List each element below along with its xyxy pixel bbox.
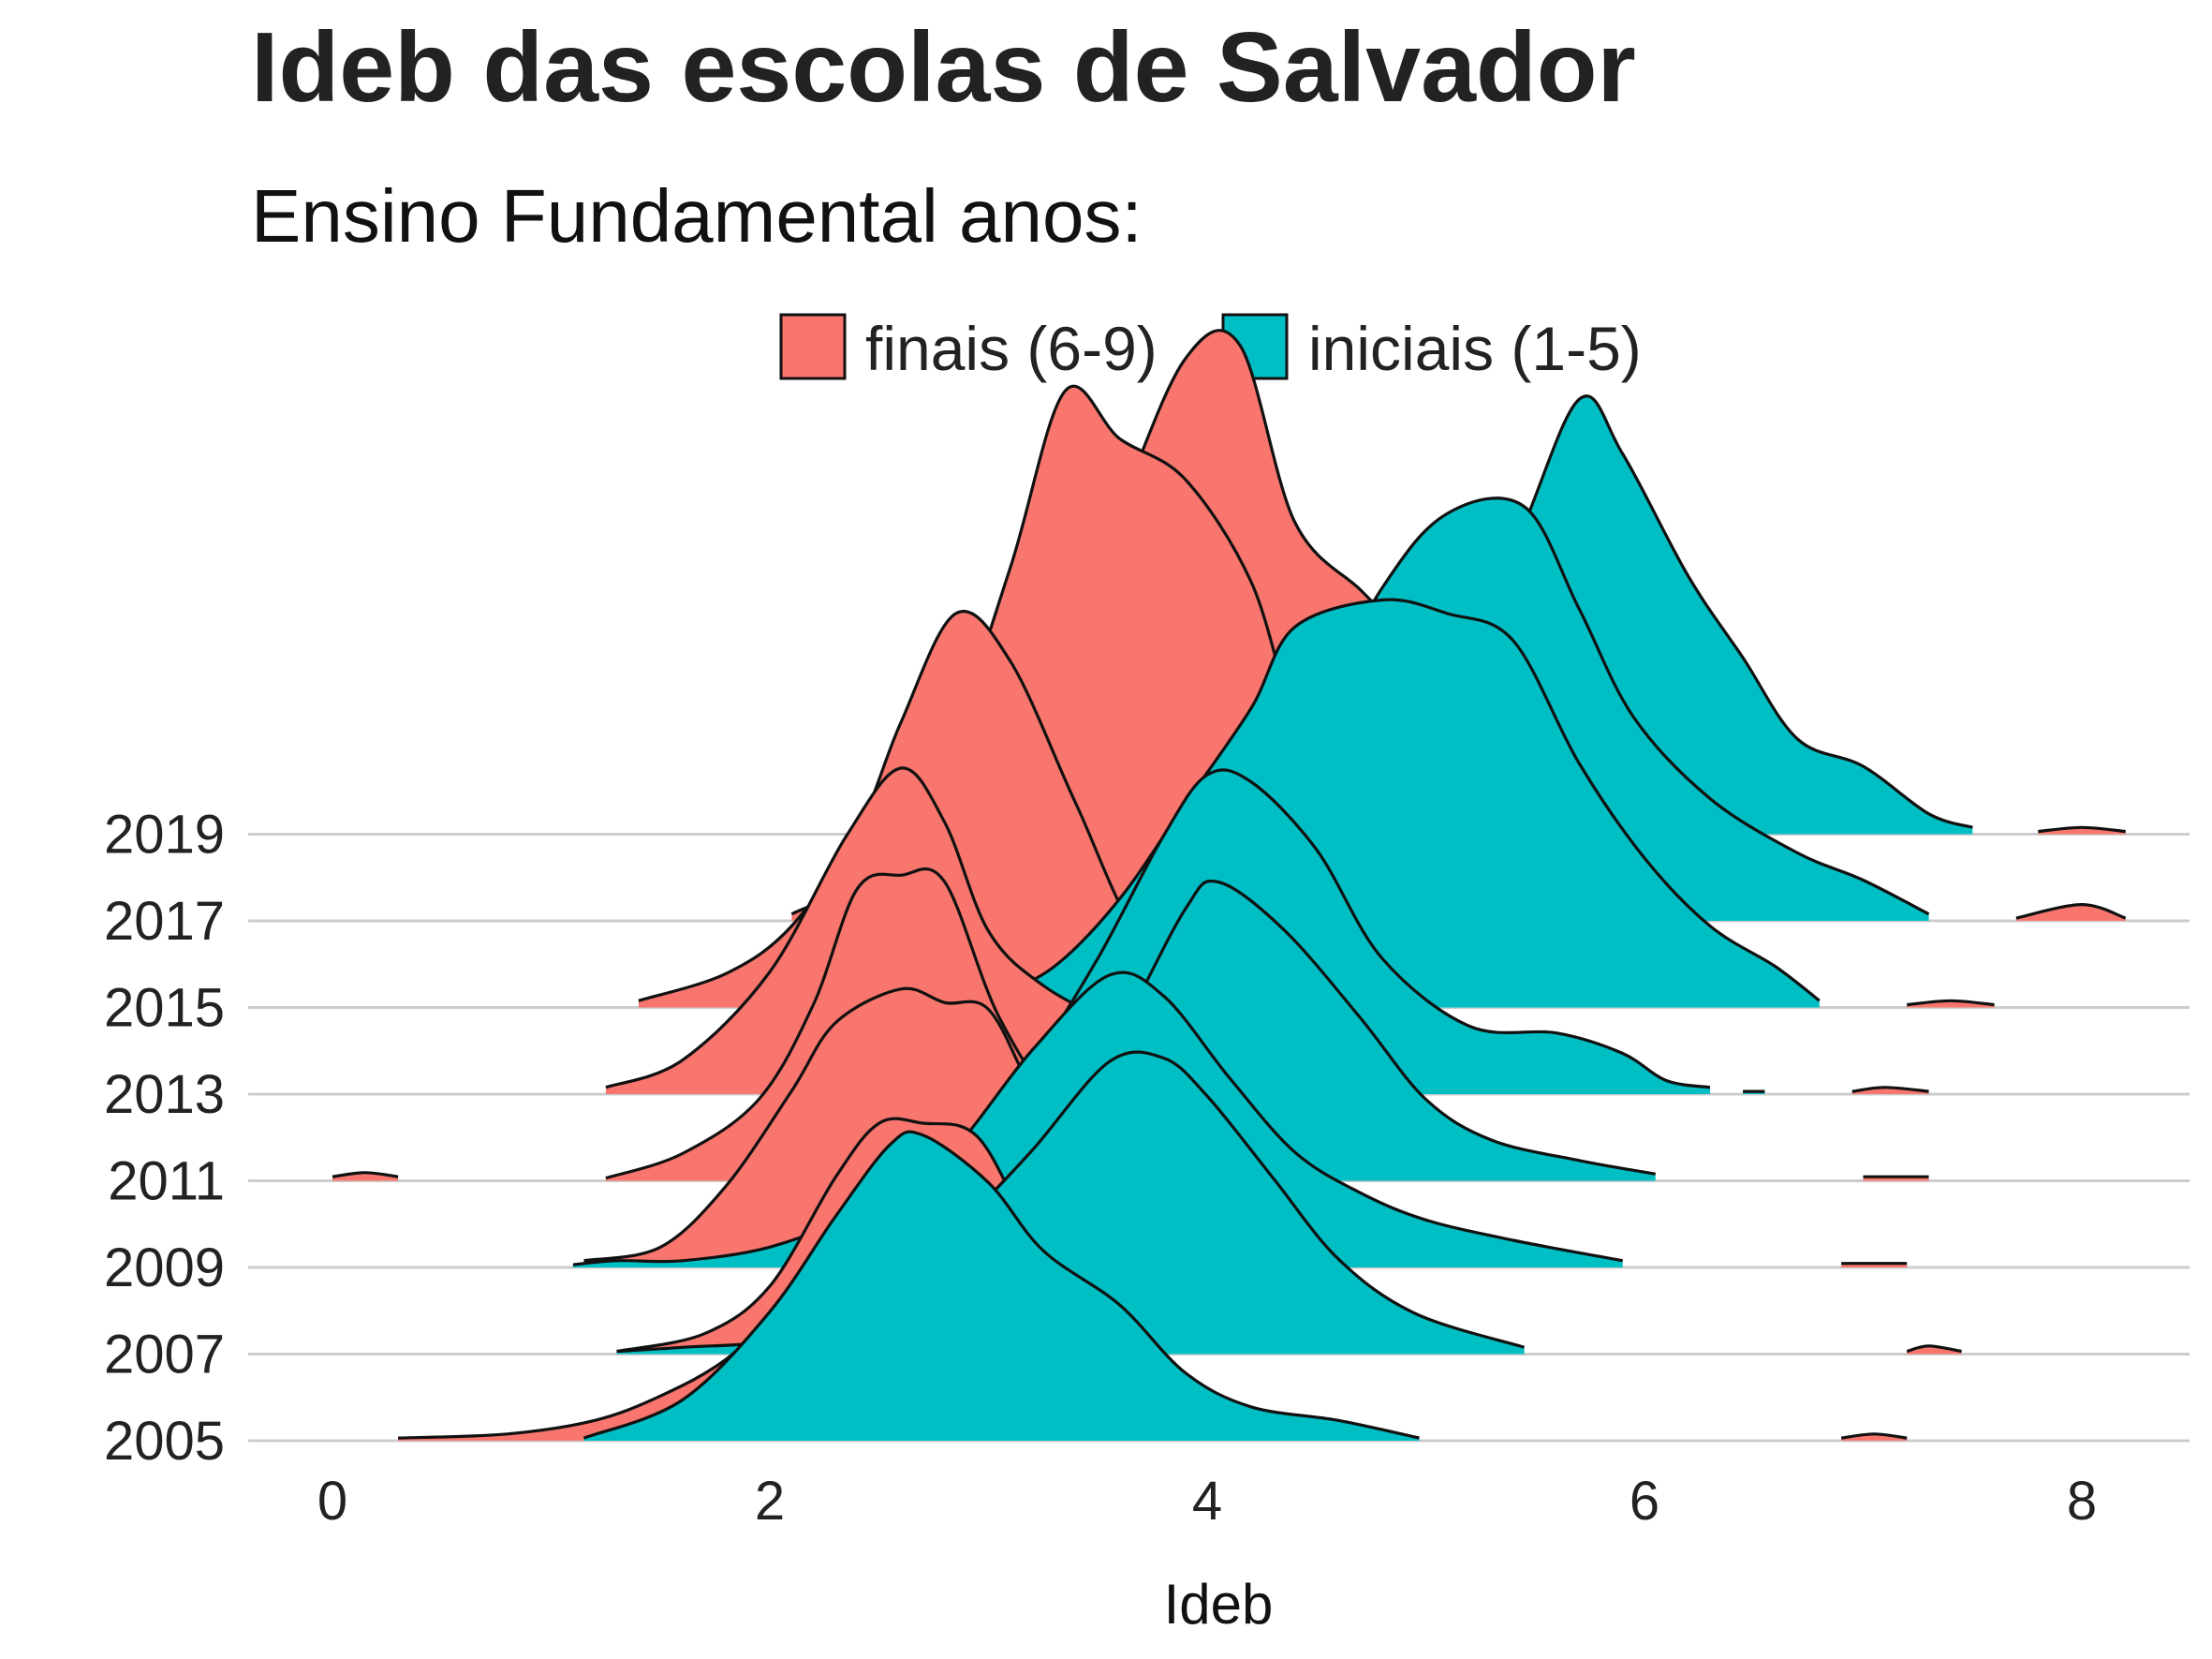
x-tick-label-4: 4 (1192, 1471, 1222, 1532)
x-tick-label-0: 0 (317, 1471, 347, 1532)
y-tick-label-2005: 2005 (104, 1411, 225, 1472)
ridge-row-2005 (398, 1130, 1908, 1441)
ridge-iniciais-2009-outline (572, 970, 1623, 1266)
legend-label-finais: finais (6-9) (865, 314, 1158, 383)
chart-title: Ideb das escolas de Salvador (251, 12, 1636, 123)
ridge-finais-2005-extra-0-outline (1840, 1432, 1908, 1440)
ridge-finais-2019-extra-0-outline (2038, 825, 2126, 834)
ridge-finais-2011-extra-0-outline (332, 1171, 399, 1178)
y-tick-label-2013: 2013 (104, 1064, 225, 1125)
ridge-iniciais-2005-outline (582, 1130, 1420, 1440)
y-tick-label-2011: 2011 (108, 1151, 225, 1212)
ridge-iniciais-2015-outline (987, 598, 1821, 1002)
ridge-finais-2017-extra-0-outline (2015, 903, 2127, 920)
ridge-iniciais-2013-outline (987, 768, 1711, 1089)
y-tick-label-2009: 2009 (104, 1237, 225, 1298)
y-tick-label-2017: 2017 (104, 891, 225, 952)
ridge-finais-2015-extra-0-outline (1907, 999, 1995, 1007)
ridge-iniciais-2005-fill (583, 1132, 1420, 1441)
ridge-finais-2007-extra-0-outline (1906, 1344, 1962, 1354)
x-axis-title: Ideb (1164, 1573, 1274, 1636)
ridge-finais-2013-extra-0-outline (1851, 1086, 1929, 1093)
x-tick-label-6: 6 (1630, 1471, 1659, 1532)
chart-subtitle: Ensino Fundamental anos: (251, 174, 1143, 258)
legend-swatch-finais (779, 313, 847, 380)
ridge-iniciais-2007-fill (616, 1052, 1525, 1355)
ridges (332, 329, 2127, 1441)
y-axis-labels: 2005 2007 2009 2011 2013 2015 2017 2019 (104, 805, 225, 1473)
legend: finais (6-9) iniciais (1-5) (779, 313, 1642, 383)
y-tick-label-2019: 2019 (104, 805, 225, 866)
legend-label-iniciais: iniciais (1-5) (1308, 314, 1642, 383)
y-tick-label-2007: 2007 (104, 1325, 225, 1385)
x-axis-labels: 0 2 4 6 8 (317, 1471, 2097, 1532)
y-tick-label-2015: 2015 (104, 978, 225, 1039)
x-tick-label-2: 2 (755, 1471, 785, 1532)
x-tick-label-8: 8 (2067, 1471, 2097, 1532)
